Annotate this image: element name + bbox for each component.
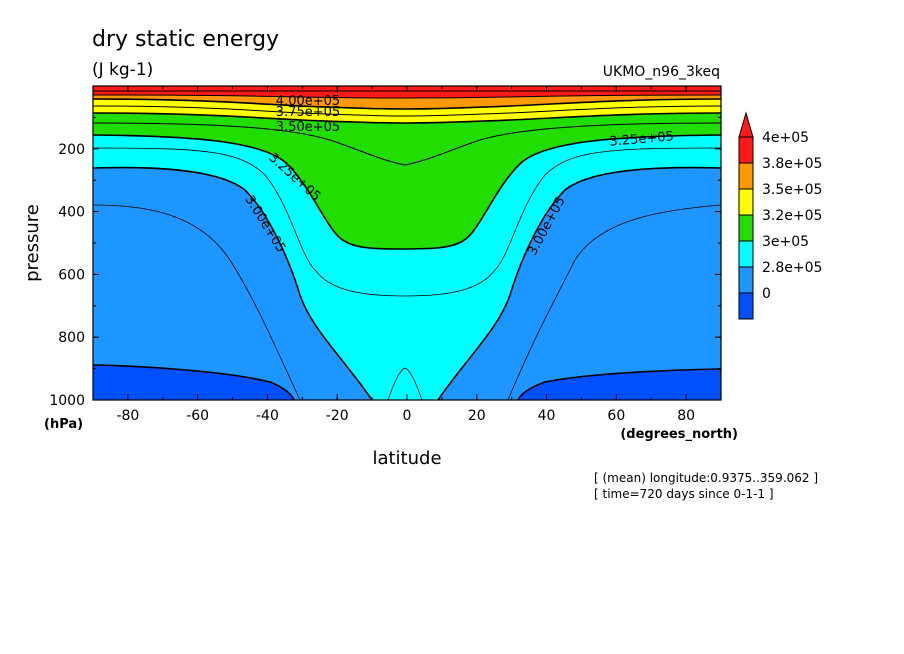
colorbar-label: 3.5e+05 [762,182,822,198]
colorbar-label: 2.8e+05 [762,260,822,276]
band-3.2e05 [93,86,721,249]
colorbar-swatch [738,214,754,242]
colorbar: 4e+05 3.8e+05 3.5e+05 3.2e+05 3e+05 2.8e+05 0 [738,111,822,320]
y-tick-label: 1000 [49,393,85,409]
footer-line: [ (mean) longitude:0.9375..359.062 ] [594,471,818,485]
x-tick-label: -80 [116,408,139,424]
x-tick-label: -60 [186,408,209,424]
colorbar-swatch [738,240,754,268]
contour-field: 4.00e+05 3.75e+05 3.50e+05 3.25e+05 3.00… [93,86,721,400]
footer-line: [ time=720 days since 0-1-1 ] [594,487,774,501]
colorbar-label: 3.2e+05 [762,208,822,224]
band-2.8e05-left [93,167,372,400]
band-0-left [93,365,294,400]
colorbar-label: 0 [762,286,771,302]
y-axis-label: pressure [22,204,43,282]
band-0-right [518,369,721,400]
contour-label: 3.25e+05 [609,129,674,150]
colorbar-label: 3e+05 [762,234,809,250]
colorbar-swatch [738,188,754,216]
band-2.8e05-right [438,167,721,400]
y-axis-units: (hPa) [44,417,83,432]
contour-label: 3.50e+05 [276,120,340,135]
x-axis-units: (degrees_north) [620,427,738,442]
colorbar-swatch [738,266,754,294]
y-axis: 200 400 600 800 1000 [49,116,721,409]
y-tick-label: 200 [58,142,85,158]
x-tick-label: -20 [326,408,349,424]
contour-lines [93,90,721,400]
x-tick-label: 60 [607,408,625,424]
x-axis: -80 -60 -40 -20 0 20 40 60 80 [92,86,722,424]
contour-label: 4.00e+05 [276,94,340,109]
chart-title: dry static energy [92,27,279,52]
y-tick-label: 600 [58,267,85,283]
x-tick-label: -40 [256,408,279,424]
colorbar-label: 3.8e+05 [762,156,822,172]
x-tick-label: 20 [468,408,486,424]
colorbar-arrow [738,111,754,138]
colorbar-swatch [738,292,754,320]
x-tick-label: 40 [538,408,556,424]
colorbar-swatch [738,162,754,190]
contour-label: 3.75e+05 [276,105,340,120]
y-tick-label: 800 [58,330,85,346]
y-tick-label: 400 [58,205,85,221]
x-axis-label: latitude [372,448,441,469]
colorbar-swatch [738,136,754,164]
colorbar-label: 4e+05 [762,130,809,146]
x-tick-label: 80 [677,408,695,424]
model-name: UKMO_n96_3keq [603,64,720,80]
x-tick-label: 0 [403,408,412,424]
chart-units: (J kg-1) [92,60,153,80]
